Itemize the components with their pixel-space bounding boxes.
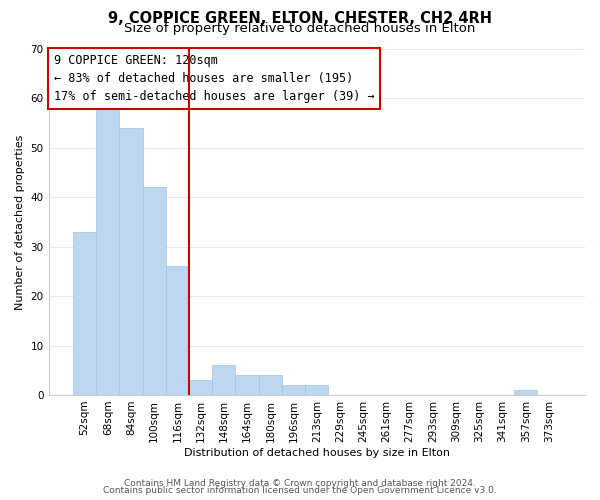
Text: Contains public sector information licensed under the Open Government Licence v3: Contains public sector information licen… — [103, 486, 497, 495]
Bar — [259, 375, 282, 395]
Bar — [96, 108, 119, 395]
Bar — [73, 232, 96, 395]
Bar — [166, 266, 189, 395]
Bar — [514, 390, 538, 395]
Bar — [235, 375, 259, 395]
Text: Contains HM Land Registry data © Crown copyright and database right 2024.: Contains HM Land Registry data © Crown c… — [124, 478, 476, 488]
X-axis label: Distribution of detached houses by size in Elton: Distribution of detached houses by size … — [184, 448, 450, 458]
Text: Size of property relative to detached houses in Elton: Size of property relative to detached ho… — [124, 22, 476, 35]
Bar — [212, 366, 235, 395]
Bar — [189, 380, 212, 395]
Text: 9 COPPICE GREEN: 120sqm
← 83% of detached houses are smaller (195)
17% of semi-d: 9 COPPICE GREEN: 120sqm ← 83% of detache… — [54, 54, 374, 103]
Bar — [305, 385, 328, 395]
Y-axis label: Number of detached properties: Number of detached properties — [15, 134, 25, 310]
Bar — [143, 188, 166, 395]
Bar — [119, 128, 143, 395]
Text: 9, COPPICE GREEN, ELTON, CHESTER, CH2 4RH: 9, COPPICE GREEN, ELTON, CHESTER, CH2 4R… — [108, 11, 492, 26]
Bar — [282, 385, 305, 395]
